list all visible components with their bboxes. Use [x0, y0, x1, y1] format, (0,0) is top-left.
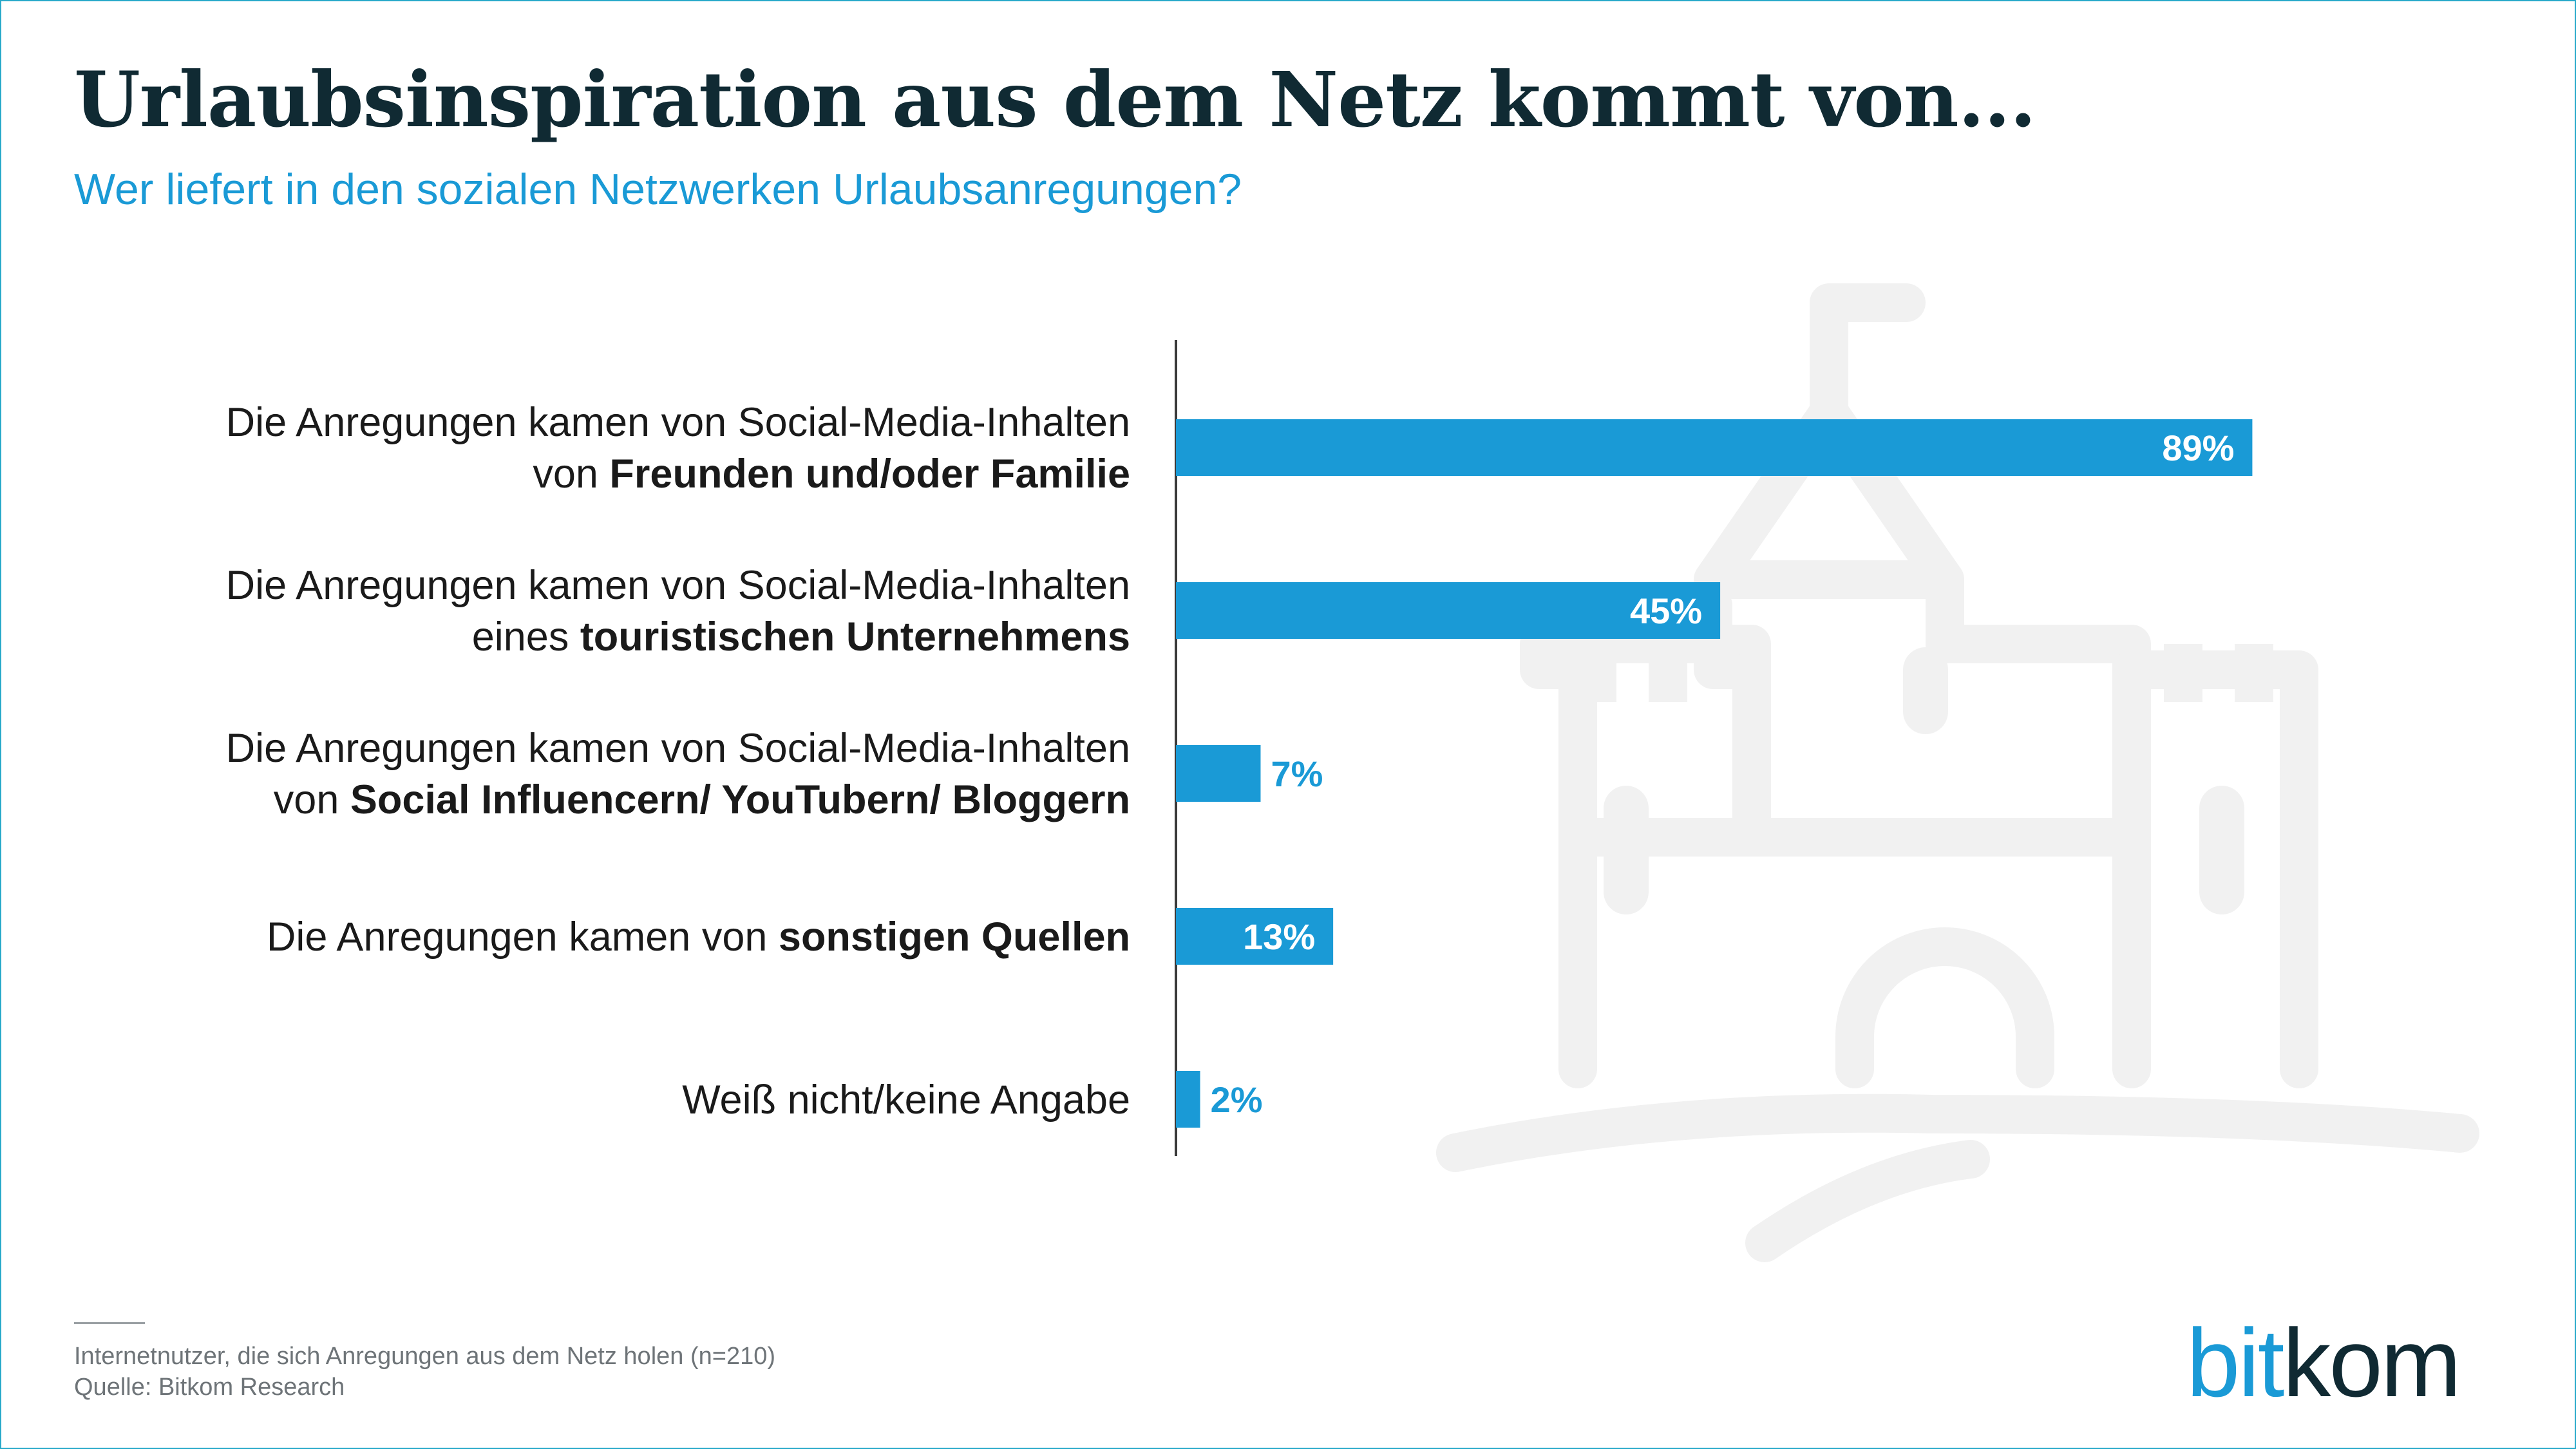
value-label-4: 13%: [1243, 916, 1315, 957]
category-label-2-line-1: Die Anregungen kamen von Social-Media-In…: [226, 563, 1130, 608]
category-label-3-line-1: Die Anregungen kamen von Social-Media-In…: [226, 726, 1130, 771]
footer-divider: [74, 1322, 145, 1324]
footer-note: Internetnutzer, die sich Anregungen aus …: [74, 1343, 775, 1370]
footer-source: Quelle: Bitkom Research: [74, 1374, 345, 1401]
category-label-2-line-2: eines touristischen Unternehmens: [472, 614, 1130, 659]
value-label-5: 2%: [1211, 1079, 1263, 1120]
bar-1: [1176, 419, 2253, 476]
logo-part-bit: bit: [2186, 1309, 2284, 1417]
category-label-1-line-2: von Freunden und/oder Familie: [533, 451, 1130, 497]
value-label-2: 45%: [1630, 591, 1702, 631]
bar-5: [1176, 1071, 1200, 1128]
logo-part-kom: kom: [2282, 1309, 2461, 1417]
bar-3: [1176, 745, 1261, 802]
bar-2: [1176, 582, 1721, 639]
value-label-1: 89%: [2162, 428, 2234, 468]
category-label-1-line-1: Die Anregungen kamen von Social-Media-In…: [226, 400, 1130, 445]
value-label-3: 7%: [1271, 753, 1323, 794]
category-label-3-line-2: von Social Influencern/ YouTubern/ Blogg…: [274, 777, 1130, 822]
category-label-4-line-1: Die Anregungen kamen von sonstigen Quell…: [267, 914, 1130, 960]
chart-subtitle: Wer liefert in den sozialen Netzwerken U…: [74, 165, 1242, 214]
bitkom-logo: bitkom: [2186, 1307, 2461, 1419]
category-label-5-line-1: Weiß nicht/keine Angabe: [682, 1077, 1130, 1122]
chart-title: Urlaubsinspiration aus dem Netz kommt vo…: [74, 55, 2036, 144]
bar-4: [1176, 908, 1334, 965]
